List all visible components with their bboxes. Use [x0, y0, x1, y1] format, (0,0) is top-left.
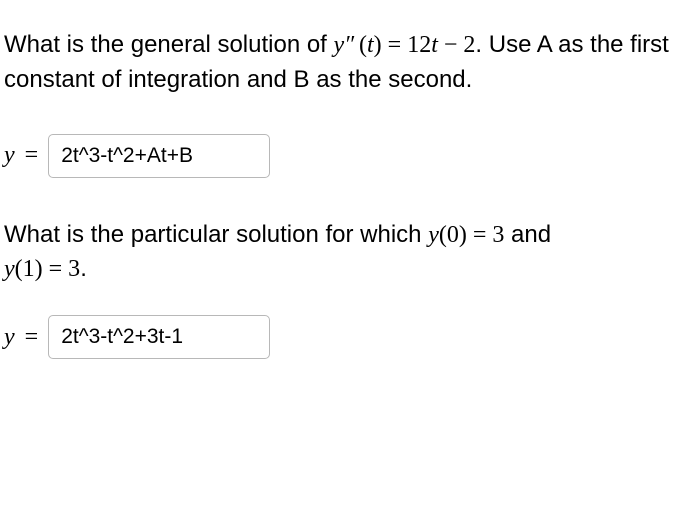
answer1-eq: = — [25, 142, 39, 169]
q2-mid: and — [504, 221, 551, 248]
answer1-input[interactable] — [48, 134, 270, 178]
question-2: What is the particular solution for whic… — [4, 218, 696, 288]
q1-equation: y″ (t) = 12t − 2 — [334, 31, 476, 58]
answer2-input[interactable] — [48, 315, 270, 359]
answer1-var: y — [4, 142, 15, 169]
answer-row-1: y= — [4, 134, 696, 178]
q2-post: . — [80, 255, 87, 282]
q1-pre: What is the general solution of — [4, 31, 334, 58]
q2-cond2: y(1) = 3 — [4, 255, 80, 282]
answer-row-2: y= — [4, 315, 696, 359]
answer2-var: y — [4, 324, 15, 351]
problem-container: What is the general solution of y″ (t) =… — [0, 0, 700, 359]
question-1: What is the general solution of y″ (t) =… — [4, 28, 696, 98]
answer2-eq: = — [25, 324, 39, 351]
q2-cond1: y(0) = 3 — [428, 221, 504, 248]
q2-pre: What is the particular solution for whic… — [4, 221, 428, 248]
